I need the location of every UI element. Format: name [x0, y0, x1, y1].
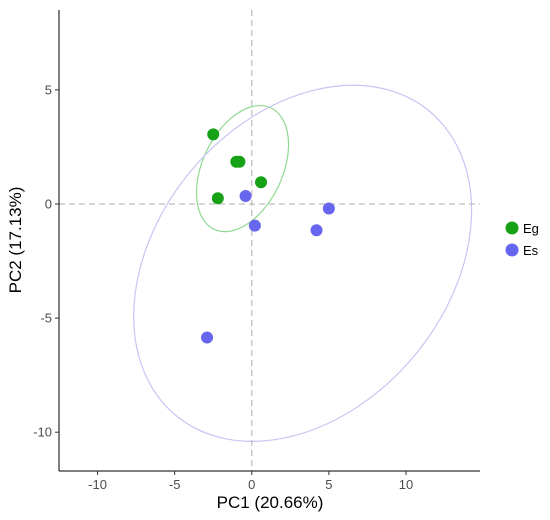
y-axis-title: PC2 (17.13%)	[6, 187, 25, 294]
point-eg	[211, 192, 224, 205]
point-eg	[207, 128, 220, 141]
y-tick-label: -10	[33, 425, 52, 440]
data-points	[201, 128, 335, 344]
x-tick-label: 5	[325, 477, 332, 492]
axes	[58, 10, 480, 472]
point-eg	[255, 176, 268, 189]
point-es	[201, 331, 214, 344]
y-tick-label: -5	[40, 311, 52, 326]
y-tick-label: 5	[45, 82, 52, 97]
reference-lines	[59, 10, 480, 471]
legend-marker-eg	[505, 221, 519, 235]
x-tick-label: 10	[399, 477, 413, 492]
point-eg	[233, 155, 246, 168]
point-es	[248, 219, 261, 232]
x-tick-label: -5	[169, 477, 181, 492]
axis-ticks: -10 -5 0 5 10 -10 -5 0 5	[33, 82, 413, 492]
legend-marker-es	[505, 243, 519, 257]
ellipse-es	[133, 84, 473, 442]
legend-label-eg: Eg	[523, 221, 539, 236]
y-tick-label: 0	[45, 196, 52, 211]
point-es	[310, 224, 323, 237]
legend-label-es: Es	[523, 243, 539, 258]
legend: Eg Es	[505, 221, 539, 258]
point-es	[322, 202, 335, 215]
point-es	[239, 189, 252, 202]
x-tick-label: -10	[88, 477, 107, 492]
x-tick-label: 0	[248, 477, 255, 492]
ellipse-eg	[195, 104, 290, 233]
confidence-ellipses	[133, 84, 473, 442]
x-axis-title: PC1 (20.66%)	[217, 493, 324, 512]
